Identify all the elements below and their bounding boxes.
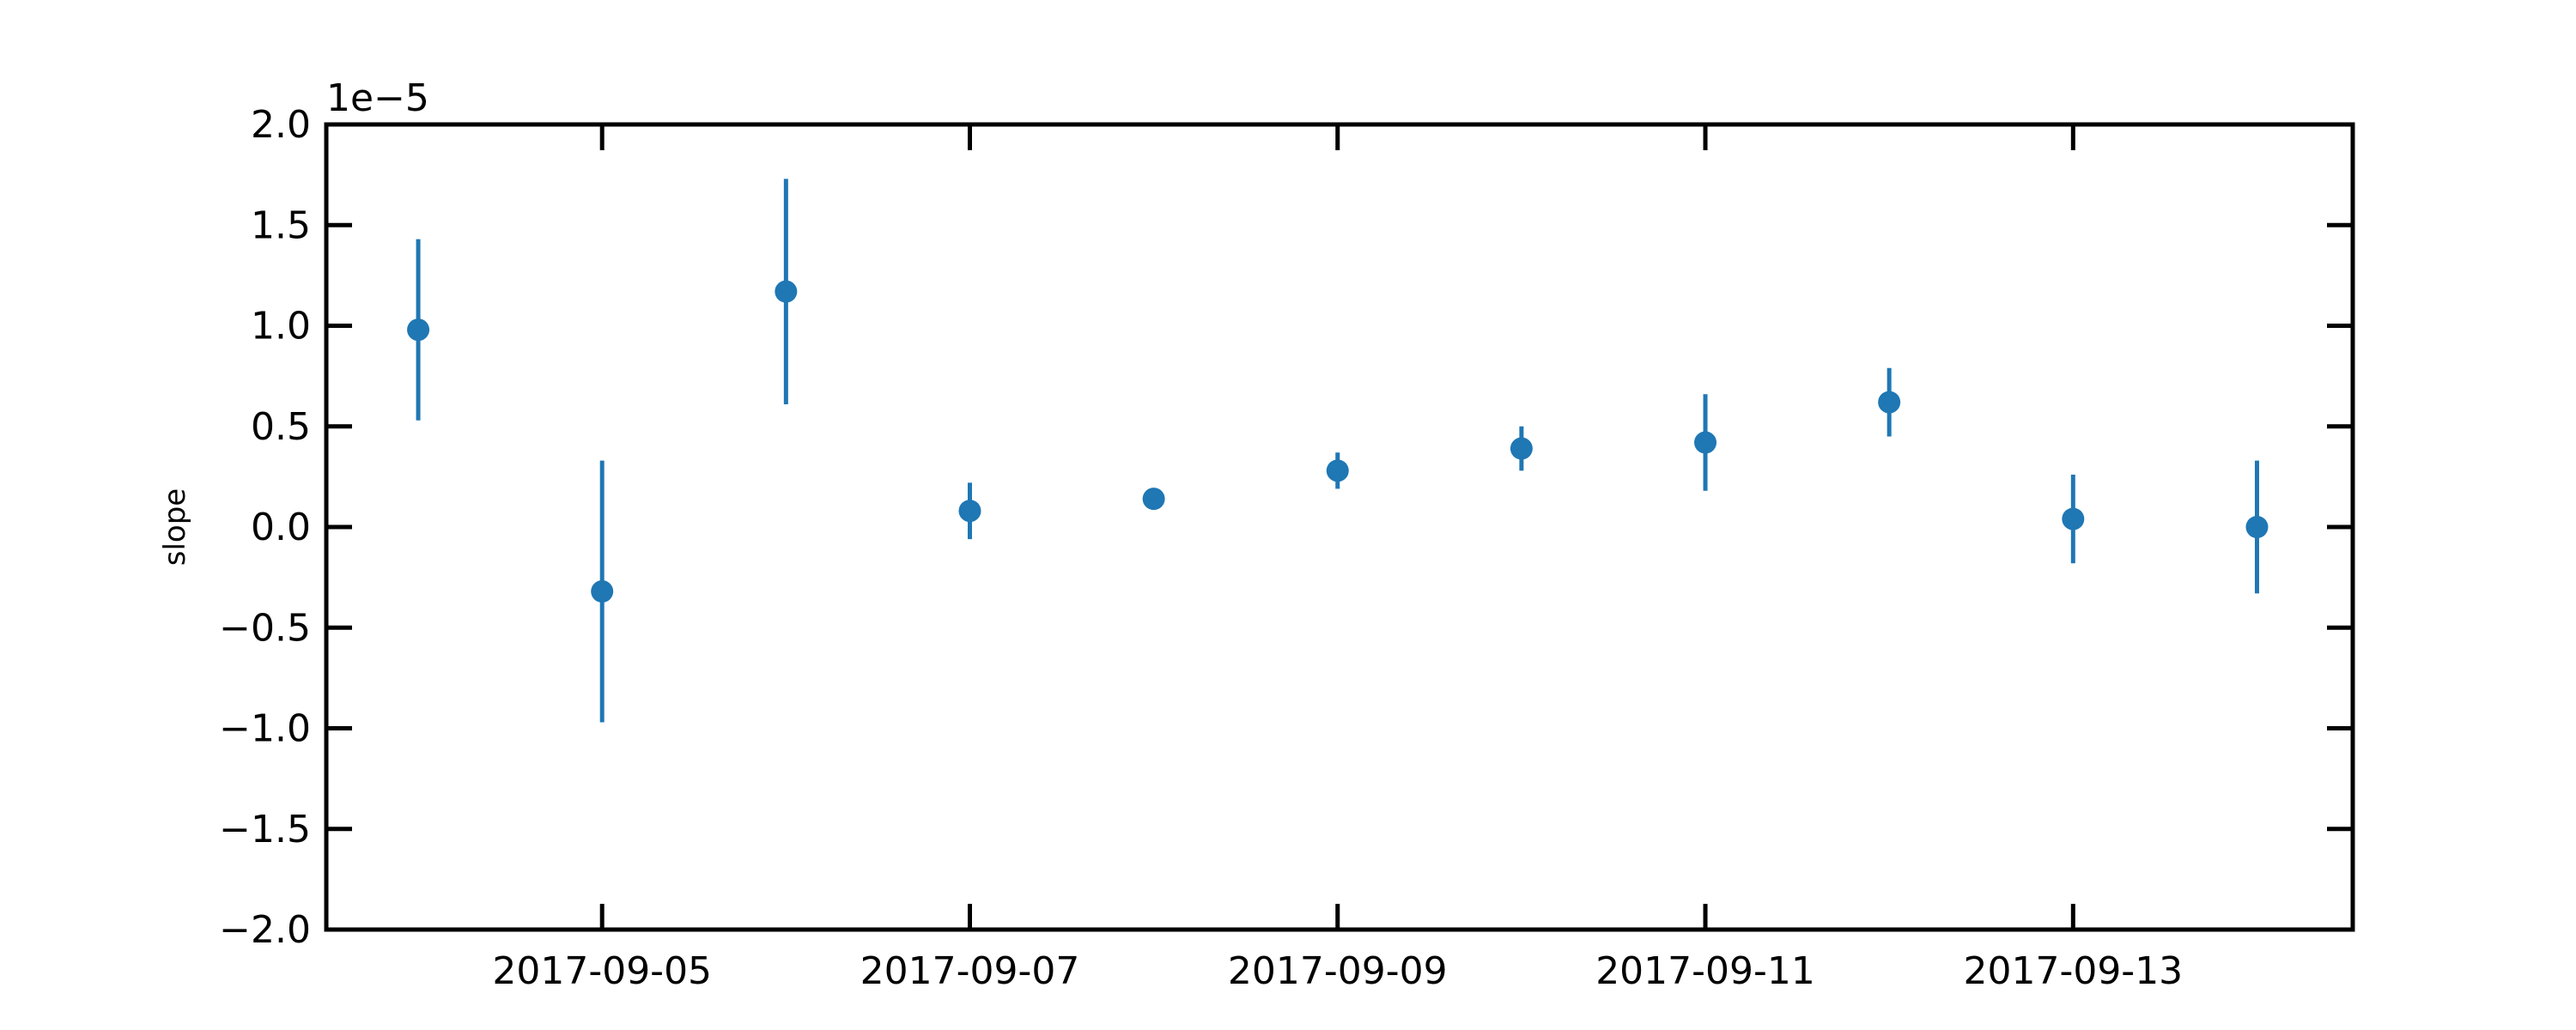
data-point: [1326, 459, 1349, 482]
y-offset-label: 1e−5: [326, 76, 429, 120]
data-point: [1694, 431, 1717, 454]
y-tick-label: 1.5: [251, 203, 311, 247]
data-point: [1142, 488, 1165, 511]
x-tick-label: 2017-09-09: [1228, 949, 1448, 993]
y-tick-label: −0.5: [219, 606, 311, 650]
data-point: [2062, 507, 2085, 530]
plot-frame: [324, 122, 2355, 932]
data-point: [775, 280, 798, 303]
y-tick-label: 1.0: [251, 305, 311, 348]
data-point: [1510, 437, 1533, 460]
y-tick-label: 0.5: [251, 405, 311, 449]
data-point: [1878, 391, 1901, 414]
y-tick-label: −2.0: [219, 908, 311, 952]
x-tick-label: 2017-09-13: [1963, 949, 2183, 993]
errorbar-layer: [416, 179, 2259, 723]
x-tick-label: 2017-09-07: [860, 949, 1080, 993]
ticks-layer: −2.0 −1.5 −1.0 −0.5 0.0 0.5 1.0 1.5 2.0 2017-09-0…: [219, 103, 2353, 993]
x-tick-label: 2017-09-05: [492, 949, 712, 993]
marker-layer: [407, 280, 2269, 603]
data-point: [591, 580, 614, 603]
y-tick-label: −1.5: [219, 808, 311, 851]
data-point: [407, 318, 430, 342]
data-point: [958, 500, 981, 523]
y-tick-label: −1.0: [219, 707, 311, 751]
y-axis-label: slope: [158, 488, 192, 566]
x-tick-label: 2017-09-11: [1595, 949, 1815, 993]
data-point: [2245, 516, 2269, 538]
y-tick-label: 2.0: [251, 103, 311, 147]
y-tick-label: 0.0: [251, 506, 311, 549]
